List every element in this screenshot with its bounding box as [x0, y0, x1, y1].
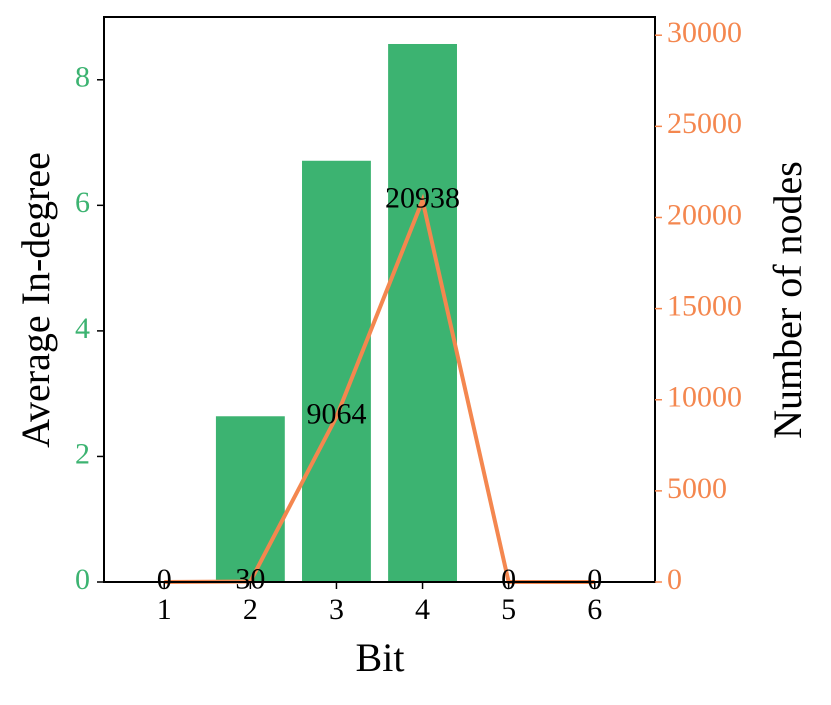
bar [215, 416, 285, 582]
x-tick-label: 3 [329, 593, 344, 626]
x-tick-label: 2 [243, 593, 258, 626]
x-tick-label: 5 [501, 593, 516, 626]
x-tick-label: 4 [415, 593, 430, 626]
x-tick-label: 6 [587, 593, 602, 626]
y2-tick-label: 30000 [667, 16, 742, 49]
bar [388, 43, 457, 582]
y-axis-label: Average In-degree [13, 152, 58, 448]
x-tick-label: 1 [157, 593, 172, 626]
data-label: 0 [157, 563, 172, 596]
y2-tick-label: 20000 [667, 198, 742, 231]
y2-tick-label: 10000 [667, 381, 742, 414]
y-tick-label: 6 [75, 186, 90, 219]
y2-tick-label: 25000 [667, 107, 742, 140]
y-tick-label: 4 [75, 312, 90, 345]
y2-tick-label: 5000 [667, 472, 727, 505]
data-label: 20938 [385, 181, 460, 214]
y-tick-label: 0 [75, 563, 90, 596]
data-label: 0 [501, 563, 516, 596]
y2-tick-label: 15000 [667, 290, 742, 323]
plot-frame [103, 16, 656, 583]
bar [302, 160, 371, 582]
y2-axis-label: Number of nodes [765, 161, 810, 439]
y-tick-label: 2 [75, 437, 90, 470]
y2-tick-label: 0 [667, 563, 682, 596]
y-tick-label: 8 [75, 61, 90, 94]
x-axis-label: Bit [356, 635, 405, 680]
data-label: 9064 [306, 398, 366, 431]
data-label: 0 [587, 563, 602, 596]
data-label: 30 [235, 562, 265, 595]
